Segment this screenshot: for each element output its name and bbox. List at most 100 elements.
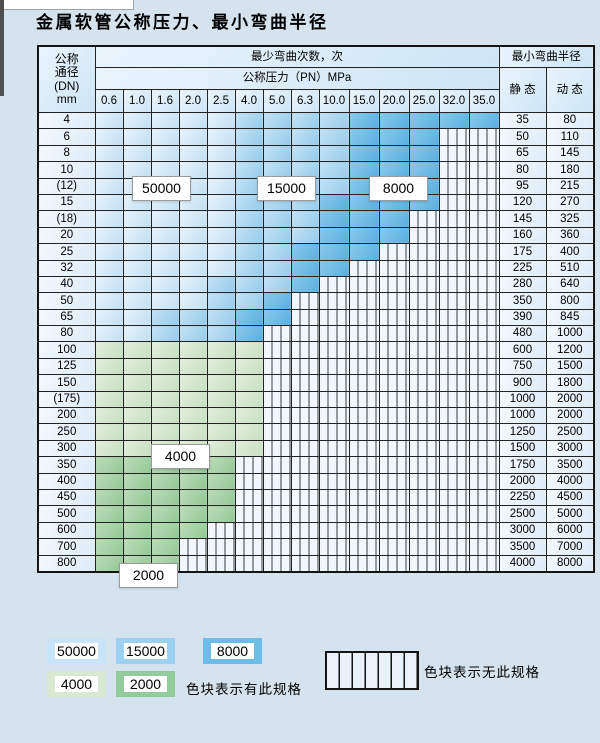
no-spec-cell bbox=[438, 407, 470, 425]
cycle-cell bbox=[206, 407, 236, 425]
cycle-cell bbox=[262, 259, 292, 277]
cycle-cell bbox=[348, 193, 380, 212]
dn-cell: 600 bbox=[37, 521, 96, 540]
cycle-cell bbox=[206, 128, 236, 146]
cycle-cell bbox=[122, 325, 152, 343]
static-radius-cell: 750 bbox=[498, 357, 547, 376]
cycle-cell bbox=[94, 390, 124, 409]
cycle-cell bbox=[94, 374, 124, 392]
no-spec-cell bbox=[438, 259, 470, 277]
cycle-cell bbox=[150, 407, 180, 425]
cycle-cell bbox=[178, 161, 208, 179]
cycle-cell bbox=[122, 308, 152, 327]
cycle-cell bbox=[150, 226, 180, 245]
no-spec-cell bbox=[378, 439, 410, 458]
legend-swatch-15000: 15000 bbox=[116, 638, 175, 664]
dynamic-radius-cell: 510 bbox=[545, 259, 595, 277]
no-spec-cell bbox=[290, 521, 320, 540]
no-spec-cell bbox=[348, 374, 380, 392]
no-spec-cell bbox=[318, 456, 350, 474]
no-spec-cell bbox=[468, 505, 500, 523]
cycle-cell bbox=[94, 407, 124, 425]
table-row: 10 80 180 bbox=[37, 161, 595, 179]
no-spec-cell bbox=[468, 488, 500, 507]
cycle-cell bbox=[234, 439, 264, 458]
cycle-cell bbox=[206, 456, 236, 474]
dynamic-radius-cell: 1800 bbox=[545, 374, 595, 392]
static-radius-cell: 225 bbox=[498, 259, 547, 277]
no-spec-cell bbox=[348, 521, 380, 540]
cycle-cell bbox=[234, 177, 264, 195]
cycle-cell bbox=[438, 111, 470, 130]
dn-cell: 6 bbox=[37, 128, 96, 146]
no-spec-cell bbox=[348, 439, 380, 458]
table-row: 80 480 1000 bbox=[37, 325, 595, 343]
no-spec-cell bbox=[408, 341, 440, 359]
cycle-cell bbox=[94, 243, 124, 261]
cycle-cell bbox=[234, 161, 264, 179]
dn-cell: 300 bbox=[37, 439, 96, 458]
no-spec-cell bbox=[378, 374, 410, 392]
dynamic-radius-cell: 1200 bbox=[545, 341, 595, 359]
dn-cell: (12) bbox=[37, 177, 96, 195]
cycle-cell bbox=[206, 374, 236, 392]
cycle-cell bbox=[234, 259, 264, 277]
cycle-cell bbox=[234, 292, 264, 310]
no-spec-cell bbox=[318, 357, 350, 376]
no-spec-cell bbox=[262, 538, 292, 556]
scan-strip-artifact bbox=[4, 0, 134, 10]
no-spec-cell bbox=[438, 521, 470, 540]
no-spec-cell bbox=[348, 275, 380, 294]
cycle-cell bbox=[348, 210, 380, 228]
static-radius-cell: 2250 bbox=[498, 488, 547, 507]
no-spec-cell bbox=[468, 226, 500, 245]
dynamic-radius-cell: 4500 bbox=[545, 488, 595, 507]
no-spec-cell bbox=[290, 357, 320, 376]
cycle-cell bbox=[290, 144, 320, 163]
dynamic-radius-cell: 845 bbox=[545, 308, 595, 327]
dynamic-header: 动 态 bbox=[545, 67, 595, 113]
no-spec-cell bbox=[468, 439, 500, 458]
cycle-cell bbox=[122, 505, 152, 523]
legend-swatch-2000: 2000 bbox=[116, 671, 175, 697]
dynamic-radius-cell: 8000 bbox=[545, 554, 595, 573]
dn-cell: 25 bbox=[37, 243, 96, 261]
cycle-cell bbox=[94, 193, 124, 212]
cycle-cell bbox=[122, 423, 152, 441]
cycle-cell bbox=[318, 144, 350, 163]
no-spec-cell bbox=[408, 390, 440, 409]
dn-cell: (18) bbox=[37, 210, 96, 228]
dynamic-radius-cell: 360 bbox=[545, 226, 595, 245]
cycle-cell bbox=[234, 226, 264, 245]
table-row: 32 225 510 bbox=[37, 259, 595, 277]
no-spec-cell bbox=[262, 407, 292, 425]
no-spec-cell bbox=[290, 390, 320, 409]
cycle-cell bbox=[122, 472, 152, 490]
static-radius-cell: 65 bbox=[498, 144, 547, 163]
no-spec-cell bbox=[234, 554, 264, 573]
no-spec-cell bbox=[378, 521, 410, 540]
no-spec-cell bbox=[262, 439, 292, 458]
no-spec-cell bbox=[348, 407, 380, 425]
no-spec-cell bbox=[438, 144, 470, 163]
no-spec-cell bbox=[348, 259, 380, 277]
cycle-cell bbox=[206, 439, 236, 458]
no-spec-cell bbox=[348, 423, 380, 441]
pressure-value: 5.0 bbox=[262, 89, 292, 113]
cycle-cell bbox=[94, 292, 124, 310]
table-row: 350 1750 3500 bbox=[37, 456, 595, 474]
cycle-cell bbox=[290, 210, 320, 228]
cycle-cell bbox=[178, 488, 208, 507]
cycle-cell bbox=[178, 472, 208, 490]
cycle-cell bbox=[234, 341, 264, 359]
no-spec-cell bbox=[468, 193, 500, 212]
no-spec-cell bbox=[378, 341, 410, 359]
static-radius-cell: 50 bbox=[498, 128, 547, 146]
cycle-cell bbox=[234, 193, 264, 212]
no-spec-cell bbox=[290, 341, 320, 359]
static-radius-cell: 3000 bbox=[498, 521, 547, 540]
no-spec-cell bbox=[408, 472, 440, 490]
static-header: 静 态 bbox=[498, 67, 547, 113]
cycle-cell bbox=[234, 111, 264, 130]
cycle-cell bbox=[122, 538, 152, 556]
